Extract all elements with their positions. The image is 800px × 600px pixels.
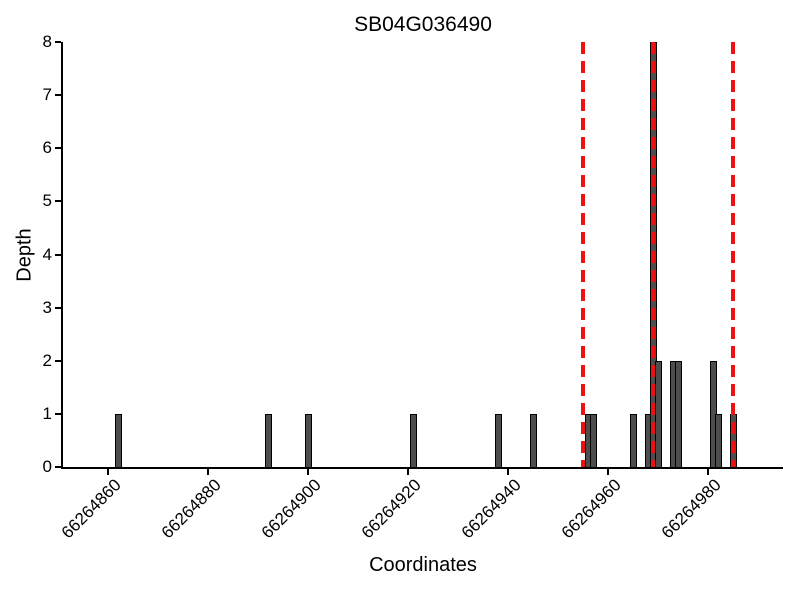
x-tick [507,469,509,475]
x-tick [307,469,309,475]
depth-bar [589,413,597,468]
y-tick [55,41,61,43]
y-tick-label: 4 [42,244,52,264]
y-tick-label: 3 [42,297,52,317]
depth-bar [714,413,722,468]
y-tick [55,306,61,309]
red-dashed-line [581,42,585,467]
y-tick-label: 6 [42,138,52,158]
x-tick [607,469,609,475]
depth-bar [494,413,502,468]
x-tick [407,469,409,475]
y-tick-label: 1 [42,403,52,423]
y-tick-label: 5 [42,191,52,211]
depth-bar [674,360,682,468]
y-tick [55,359,61,362]
red-dashed-line [731,42,735,467]
y-tick [55,253,61,256]
y-tick [55,147,61,150]
y-tick [55,200,61,203]
y-tick-label: 8 [42,32,52,51]
x-axis-label: Coordinates [369,554,477,576]
y-tick [55,94,61,97]
x-tick [707,469,709,475]
x-tick [107,469,109,475]
x-tick [207,469,209,475]
y-axis-spine [61,42,63,469]
depth-bar [304,413,312,468]
y-tick-label: 2 [42,350,52,370]
depth-bar [114,413,122,468]
y-tick [55,466,61,468]
y-tick-label: 0 [42,457,52,476]
y-tick-label: 7 [42,85,52,105]
depth-bar [654,360,662,468]
depth-bar [264,413,272,468]
chart-title: SB04G036490 [354,13,492,36]
depth-bar [629,413,637,468]
y-tick [55,412,61,415]
red-dashed-line [651,42,655,467]
depth-bar [529,413,537,468]
x-axis-spine [61,467,783,469]
depth-bar [409,413,417,468]
